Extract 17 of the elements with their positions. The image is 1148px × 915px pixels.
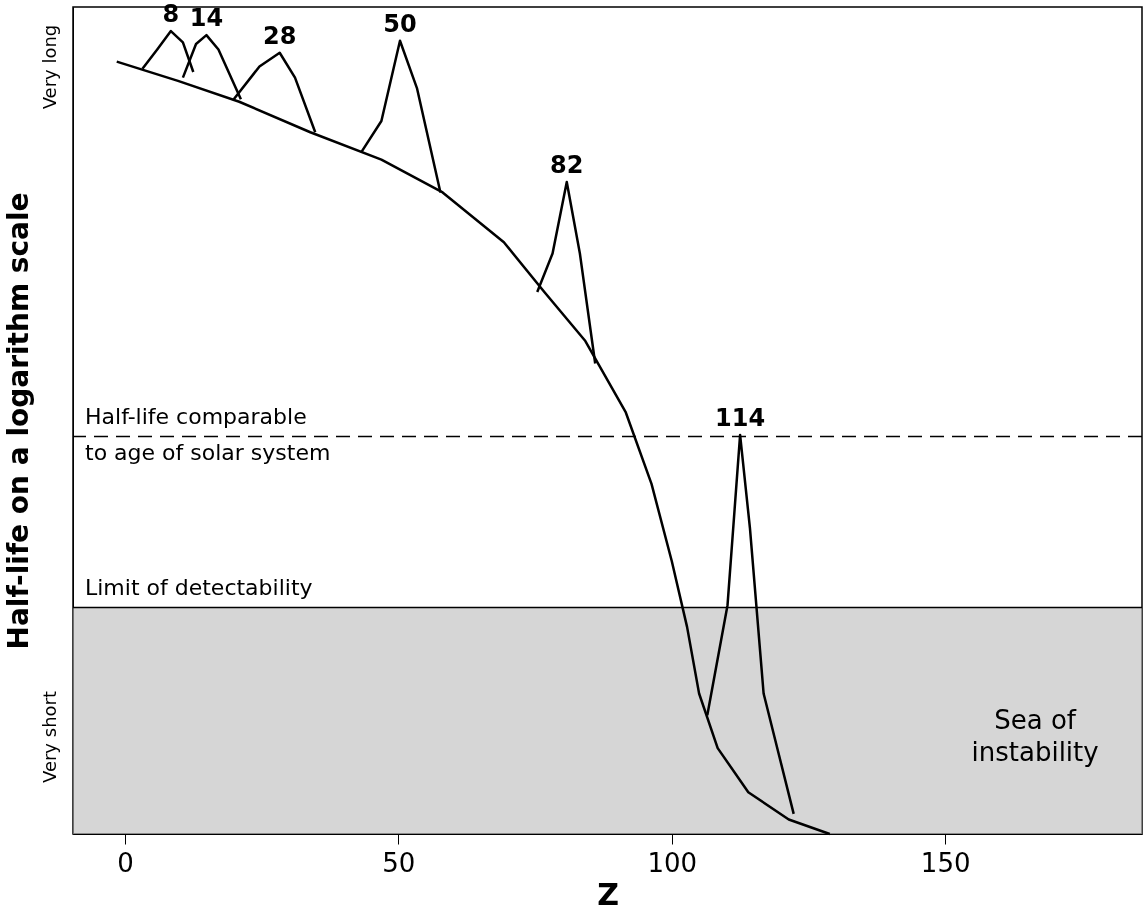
y-axis-title: Half-life on a logarithm scale	[1, 192, 35, 650]
x-tick-label: 50	[382, 847, 416, 878]
annotation: 50	[383, 9, 417, 38]
ref-line-label: Half-life comparable to age of solar system	[85, 403, 331, 465]
text: Very short	[39, 690, 60, 784]
x-axis-title: Z	[597, 876, 619, 912]
ref-line-label: Limit of detectability	[85, 574, 313, 600]
annotation: 114	[715, 403, 766, 432]
annotation: 82	[550, 151, 584, 180]
x-tick-label: 0	[117, 847, 134, 878]
annotation: 28	[262, 21, 297, 50]
band-label: Sea of instability	[971, 704, 1099, 767]
text: Very long	[39, 24, 60, 110]
annotation: 14	[189, 4, 224, 33]
annotation: 8	[162, 0, 180, 29]
x-tick-label: 150	[920, 847, 971, 878]
x-tick-label: 100	[647, 847, 698, 878]
